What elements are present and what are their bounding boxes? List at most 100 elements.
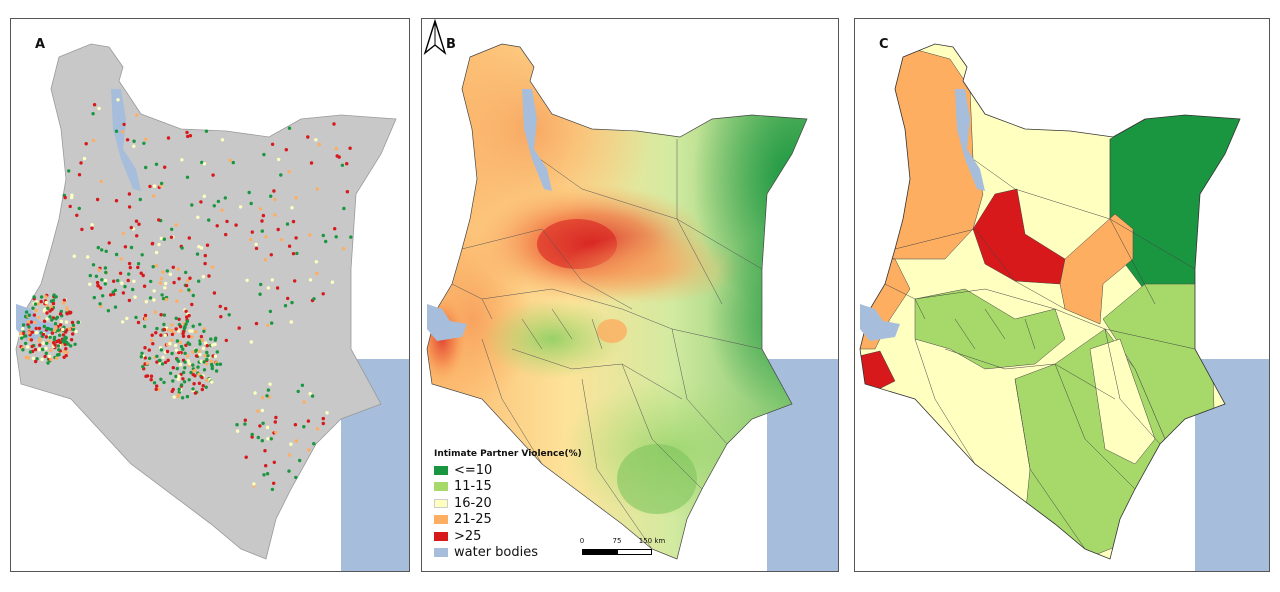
cluster-point — [100, 278, 104, 282]
county-boundary-line — [954, 308, 1036, 350]
county-boundary-line — [1054, 363, 1136, 490]
panel-b: B Intimate Partner Violence(%) <=10 11-1… — [421, 18, 839, 572]
cluster-point — [218, 362, 223, 366]
cluster-point — [157, 218, 161, 222]
cluster-point — [40, 347, 45, 352]
cluster-point — [325, 411, 329, 415]
cluster-point — [44, 300, 48, 305]
cluster-point — [30, 330, 35, 334]
cluster-point — [147, 356, 152, 361]
cluster-point — [187, 362, 192, 366]
cluster-point — [165, 349, 170, 354]
cluster-point — [132, 139, 136, 143]
cluster-point — [162, 313, 167, 317]
cluster-point — [269, 194, 273, 198]
cluster-point — [71, 332, 75, 336]
cluster-point — [162, 380, 166, 385]
lake-turkana — [955, 89, 985, 191]
cluster-point — [202, 360, 206, 364]
cluster-point — [49, 305, 53, 309]
cluster-point — [312, 442, 316, 446]
cluster-point — [205, 362, 209, 366]
cluster-point — [200, 338, 205, 342]
lake-turkana — [522, 89, 552, 191]
cluster-point — [162, 322, 166, 327]
cluster-point — [207, 274, 211, 278]
cluster-point — [295, 251, 299, 256]
cluster-point — [36, 302, 41, 306]
county-boundary-line — [671, 328, 728, 445]
cluster-point — [177, 317, 181, 321]
panel-label-b: B — [446, 37, 456, 52]
cluster-point — [32, 295, 36, 299]
cluster-point — [184, 343, 188, 347]
cluster-point — [254, 242, 258, 247]
cluster-point — [293, 423, 298, 427]
cluster-point — [144, 165, 148, 170]
cluster-point — [187, 236, 191, 240]
cluster-point — [228, 158, 232, 162]
cluster-point — [213, 354, 218, 358]
cluster-point — [324, 239, 328, 244]
cluster-point — [34, 326, 38, 331]
cluster-point — [26, 320, 31, 324]
cluster-point — [24, 310, 29, 314]
legend-swatch-very-low — [434, 465, 448, 475]
cluster-point — [300, 383, 305, 387]
cluster-point — [235, 429, 240, 433]
map-a — [15, 43, 409, 571]
cluster-point — [65, 306, 69, 310]
cluster-point — [171, 379, 175, 383]
scale-segment — [617, 549, 652, 555]
cluster-point — [272, 481, 276, 485]
cluster-point — [52, 328, 57, 333]
cluster-point — [46, 306, 50, 310]
cluster-point — [201, 275, 206, 279]
cluster-point — [56, 328, 61, 332]
cluster-point — [64, 353, 68, 358]
cluster-point — [90, 223, 94, 227]
scale-bar: 0 75 150 km — [580, 537, 665, 563]
cluster-point — [198, 352, 202, 357]
north-arrow-icon — [423, 19, 447, 55]
cluster-point — [268, 382, 272, 386]
cluster-point — [187, 288, 191, 292]
cluster-point — [24, 355, 28, 360]
cluster-point — [155, 384, 159, 388]
cluster-point — [145, 361, 150, 365]
cluster-point — [244, 455, 248, 459]
cluster-point — [188, 134, 193, 138]
cluster-point — [265, 472, 270, 476]
cluster-point — [150, 241, 155, 246]
cluster-point — [174, 343, 178, 348]
cluster-point — [149, 338, 154, 342]
cluster-point — [143, 356, 147, 360]
cluster-point — [177, 351, 181, 355]
cluster-point — [58, 333, 62, 337]
county-boundary-line — [461, 228, 633, 310]
cluster-point — [58, 312, 63, 316]
cluster-point — [161, 296, 166, 301]
cluster-point — [287, 170, 291, 174]
cluster-point — [264, 235, 268, 239]
cluster-point — [200, 160, 204, 165]
cluster-point — [21, 331, 25, 336]
cluster-point — [52, 293, 56, 297]
cluster-point — [218, 304, 222, 309]
cluster-point — [53, 343, 57, 347]
cluster-point — [270, 487, 275, 492]
cluster-point — [134, 315, 138, 320]
cluster-point — [123, 245, 128, 249]
cluster-point — [94, 274, 99, 278]
cluster-point — [287, 126, 292, 130]
cluster-point — [209, 337, 213, 341]
cluster-point — [185, 279, 190, 283]
cluster-point — [23, 314, 28, 319]
cluster-point — [171, 366, 175, 370]
map-legend: Intimate Partner Violence(%) <=10 11-15 … — [434, 449, 582, 561]
cluster-point — [272, 460, 276, 464]
cluster-point — [64, 347, 68, 351]
cluster-point — [120, 130, 125, 134]
cluster-point — [203, 253, 207, 258]
cluster-point — [342, 206, 346, 211]
